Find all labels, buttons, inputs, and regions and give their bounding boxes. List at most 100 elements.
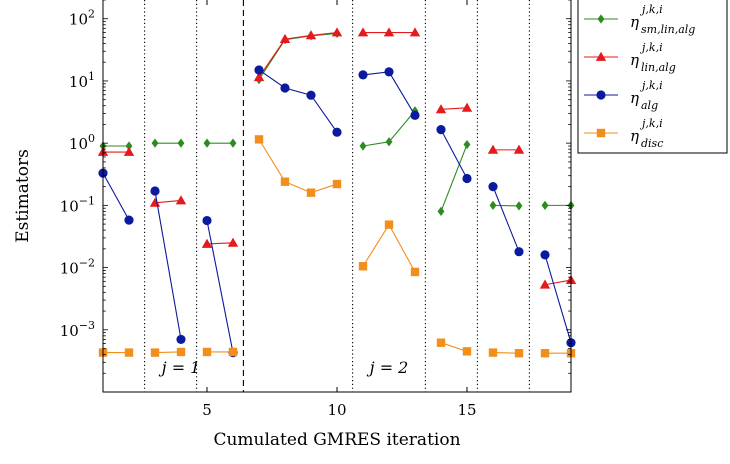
y-tick-label: 100 [69, 132, 95, 153]
data-point-square [202, 347, 212, 357]
legend-symbol: η [630, 127, 639, 145]
data-point-square [332, 179, 342, 189]
data-point-square [410, 267, 420, 277]
data-point-triangle [539, 279, 551, 289]
data-point-diamond [229, 138, 237, 148]
data-point-triangle [513, 144, 525, 154]
data-point-square [514, 349, 524, 358]
data-point-circle [280, 83, 290, 93]
data-point-triangle [175, 195, 187, 205]
data-point-triangle [595, 51, 607, 61]
series-line [544, 279, 572, 286]
legend-subscript: alg [641, 99, 658, 112]
series-line [206, 220, 234, 353]
legend-box [577, 0, 728, 154]
x-tick-label: 10 [327, 401, 346, 419]
series-line [258, 31, 338, 78]
data-point-circle [202, 215, 212, 226]
data-point-diamond [463, 139, 471, 150]
series-line [492, 352, 520, 354]
data-point-triangle [331, 27, 343, 37]
x-tick-label: 5 [202, 401, 212, 419]
series-line [154, 199, 182, 204]
data-point-square [462, 347, 472, 356]
series-line [258, 69, 338, 133]
data-point-square [306, 188, 316, 197]
data-point-circle [596, 90, 606, 100]
series-line [258, 139, 338, 194]
legend-symbol: η [630, 13, 639, 31]
data-point-triangle [461, 102, 473, 112]
data-point-circle [488, 182, 498, 192]
series-layer [97, 27, 577, 358]
data-point-diamond [125, 141, 133, 151]
data-point-circle [150, 186, 160, 196]
data-point-square [384, 220, 394, 229]
legend-subscript: lin,alg [641, 61, 676, 74]
data-point-square [150, 348, 160, 357]
data-point-circle [306, 90, 316, 100]
data-point-circle [384, 67, 394, 77]
data-point-square [228, 347, 238, 357]
data-point-triangle [227, 237, 239, 247]
data-point-circle [540, 250, 550, 260]
series-line [440, 129, 468, 179]
x-tick-label: 15 [457, 401, 476, 419]
data-point-circle [358, 70, 368, 80]
data-point-square [488, 348, 498, 357]
data-point-triangle [357, 27, 369, 37]
legend-symbol: η [630, 89, 639, 107]
annotations: j = 1 j = 2 [159, 358, 409, 377]
legend-superscript: j,k,i [639, 41, 663, 54]
series-line [440, 144, 468, 212]
legend-subscript: disc [641, 137, 663, 150]
x-axis-title: Cumulated GMRES iteration [213, 430, 460, 450]
legend-superscript: j,k,i [639, 117, 663, 130]
series-triangle [97, 27, 577, 289]
data-point-circle [514, 247, 524, 257]
data-point-triangle [305, 30, 317, 40]
y-tick-label: 101 [69, 70, 95, 91]
data-point-diamond [489, 200, 497, 210]
data-point-square [540, 349, 550, 358]
legend-entry: ηj,k,i sm,lin,alg [584, 3, 695, 36]
data-point-circle [254, 65, 264, 75]
data-point-circle [124, 215, 134, 225]
data-point-square [436, 338, 446, 347]
legend-superscript: j,k,i [639, 79, 663, 92]
series-line [544, 254, 572, 343]
data-point-diamond [359, 141, 367, 151]
data-point-square [596, 128, 606, 138]
data-point-triangle [123, 146, 135, 156]
series-circle [98, 65, 576, 358]
legend-superscript: j,k,i [639, 3, 663, 16]
series-line [492, 204, 520, 207]
data-point-diamond [515, 201, 523, 211]
y-axis-title: Estimators [13, 149, 33, 243]
series-line [362, 223, 416, 273]
data-point-diamond [203, 138, 211, 148]
data-point-circle [436, 125, 446, 135]
data-point-diamond [437, 206, 445, 216]
stage-label: j = 2 [367, 358, 409, 377]
axes: 5 10 15 10−3 10−2 10−1 100 101 102 [60, 0, 572, 419]
series-line [440, 342, 468, 352]
legend-entry: ηj,k,i lin,alg [584, 41, 676, 74]
data-point-diamond [385, 137, 393, 147]
legend-entry: ηj,k,i alg [584, 79, 663, 112]
data-point-triangle [253, 71, 265, 82]
data-point-diamond [177, 138, 185, 148]
data-point-circle [410, 110, 420, 120]
data-point-diamond [151, 138, 159, 148]
legend-subscript: sm,lin,alg [641, 23, 695, 36]
series-line [362, 71, 416, 116]
data-point-square [358, 262, 368, 271]
series-line [154, 190, 182, 340]
y-tick-label: 102 [69, 8, 95, 29]
series-line [102, 172, 130, 221]
data-point-diamond [597, 14, 605, 24]
data-point-triangle [487, 144, 499, 154]
plot-frame [102, 0, 572, 393]
